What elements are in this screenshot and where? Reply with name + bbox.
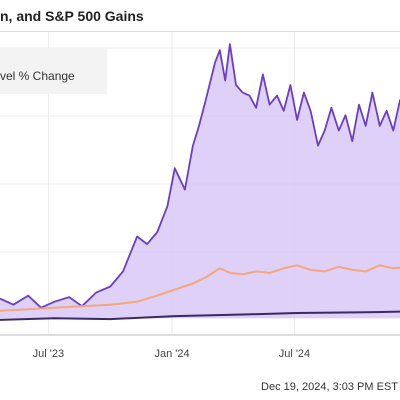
series-lines xyxy=(0,43,400,321)
x-tick-label: Jan '24 xyxy=(155,348,190,360)
x-tick-label: Jul '23 xyxy=(33,348,64,360)
chart-title: n, and S&P 500 Gains xyxy=(0,8,144,24)
series-1-line xyxy=(0,264,400,312)
x-axis-ticks: Jul '23 Jan '24 Jul '24 xyxy=(33,348,311,360)
timestamp: Dec 19, 2024, 3:03 PM EST xyxy=(261,381,398,393)
series-0-area xyxy=(0,44,400,319)
legend-label: vel % Change xyxy=(0,69,75,83)
series-areas xyxy=(0,44,400,319)
series-0-line xyxy=(0,43,400,309)
series-2-line xyxy=(0,310,400,321)
title-divider xyxy=(0,31,400,32)
x-tick-label: Jul '24 xyxy=(279,348,310,360)
legend xyxy=(0,48,107,94)
